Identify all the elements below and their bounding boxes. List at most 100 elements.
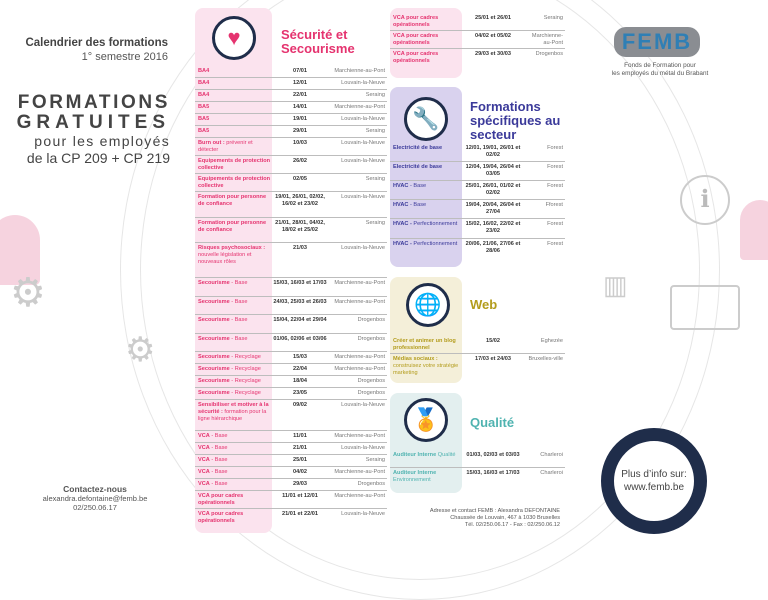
table-row: Secourisme - Base 15/03, 16/03 et 17/03 Ma… [195, 278, 387, 297]
course-sublabel: - Base [209, 433, 228, 439]
course-sublabel: Qualité [436, 452, 456, 458]
table-row: VCA - Base 04/02 Marchienne-au-Pont [195, 467, 387, 479]
course-name: Burn out : prévenir et détecter [195, 140, 272, 154]
course-location: Fforest [545, 202, 563, 208]
course-name: VCA pour cadres opérationnels [390, 51, 462, 66]
tools-icon: 🔧 [404, 97, 448, 141]
course-dates: 15/03, 16/03 et 17/03 [273, 280, 327, 286]
course-dates: 04/02 et 05/02 [474, 33, 512, 39]
course-location: Seraing [365, 128, 385, 134]
table-row: VCA - Base 21/01 Louvain-la-Neuve [195, 443, 387, 455]
course-label: BA4 [198, 80, 210, 86]
course-location: Marchienne-au-Pont [334, 366, 385, 372]
course-label: VCA [198, 433, 210, 439]
course-name: HVAC - Base [390, 183, 462, 198]
course-sublabel: - Base [408, 183, 427, 189]
address: Adresse et contact FEMB : Alexandra DEFO… [430, 508, 560, 529]
course-label: VCA pour cadres opérationnels [198, 511, 244, 524]
course-label: Formation pour personne de confiance [198, 220, 267, 233]
course-name: VCA - Base [195, 433, 272, 441]
course-location: Louvain-la-Neuve [341, 140, 385, 146]
course-dates: 29/01 [293, 128, 307, 134]
semester: 1° semestre 2016 [81, 51, 168, 63]
course-location: Marchienne-au-Pont [334, 354, 385, 360]
table-row: Electricité de base 12/01, 19/01, 26/01 e… [390, 143, 565, 162]
course-label: HVAC [393, 202, 409, 208]
course-sublabel: - Recyclage [229, 354, 261, 360]
course-location: Forest [547, 241, 563, 247]
contact-phone: 02/250.06.17 [73, 503, 117, 512]
course-sublabel: - Base [209, 445, 228, 451]
course-label: Electricité de base [393, 145, 443, 151]
course-dates: 29/03 [293, 481, 307, 487]
course-dates: 09/02 [293, 402, 307, 408]
course-dates: 19/01 [293, 116, 307, 122]
course-location: Drogenbos [357, 378, 385, 384]
table-row: Secourisme - Recyclage 23/05 Drogenbos [195, 388, 387, 400]
course-dates: 02/05 [293, 176, 307, 182]
course-name: Secourisme - Base [195, 336, 272, 350]
course-name: BA4 [195, 68, 272, 76]
course-label: HVAC - [393, 221, 412, 227]
course-label: Sensibiliser et motiver à la sécurité : [198, 402, 269, 415]
course-label: VCA pour cadres opérationnels [393, 15, 439, 28]
table-row: HVAC - Perfectionnement 15/02, 16/02, 22/… [390, 219, 565, 239]
course-label: Secourisme [198, 280, 230, 286]
course-name: Secourisme - Base [195, 299, 272, 313]
course-name: Sensibiliser et motiver à la sécurité : … [195, 402, 272, 429]
course-sublabel: - Base [229, 336, 248, 342]
course-label: Burn out : [198, 140, 225, 146]
course-dates: 15/02, 16/02, 22/02 et 23/02 [465, 221, 521, 234]
qualite-title: Qualité [470, 415, 515, 430]
more-info-url[interactable]: www.femb.be [623, 482, 685, 493]
more-info-badge[interactable]: Plus d’info sur: www.femb.be [601, 428, 707, 534]
table-row: Secourisme - Base 01/06, 02/06 et 03/06 Dr… [195, 334, 387, 352]
table-row: VCA pour cadres opérationnels 25/01 et 26… [390, 13, 565, 31]
table-row: VCA - Base 25/01 Seraing [195, 455, 387, 467]
course-location: Seraing [365, 92, 385, 98]
course-name: Risques psychosociaux : nouvelle législa… [195, 245, 272, 276]
course-label: Secourisme [198, 299, 230, 305]
caption-line: Fonds de Formation pour [624, 62, 696, 69]
address-line: Adresse et contact FEMB : Alexandra DEFO… [429, 508, 560, 514]
course-label: Equipements de protection collective [198, 176, 271, 189]
table-row: VCA pour cadres opérationnels 04/02 et 05… [390, 31, 565, 49]
course-name: VCA - Base [195, 445, 272, 453]
course-name: Secourisme - Recyclage [195, 390, 272, 398]
course-label: BA4 [198, 68, 210, 74]
course-location: Charleroi [540, 452, 563, 458]
caption-line: les employés du métal du Brabant [611, 70, 709, 77]
course-name: VCA - Base [195, 481, 272, 489]
course-name: Secourisme - Base [195, 317, 272, 332]
course-location: Marchienne-au-Pont [334, 469, 385, 475]
course-name: Formation pour personne de confiance [195, 220, 272, 241]
table-row: Sensibiliser et motiver à la sécurité : … [195, 400, 387, 431]
course-dates: 25/01 [293, 457, 307, 463]
address-line: Chaussée de Louvain, 467 à 1030 Bruxelle… [450, 515, 560, 521]
course-name: Secourisme - Recyclage [195, 354, 272, 362]
gear-icon: ⚙ [125, 331, 156, 369]
secteur-table: Electricité de base 12/01, 19/01, 26/01 e… [390, 143, 565, 260]
person-illustration [740, 200, 768, 260]
course-name: BA5 [195, 116, 272, 124]
contact-email[interactable]: alexandra.defontaine@femb.be [42, 494, 148, 503]
table-row: Formation pour personne de confiance 19/0… [195, 192, 387, 218]
globe-icon: 🌐 [406, 283, 450, 327]
table-row: HVAC - Base 25/01, 26/01, 01/02 et 02/02 F… [390, 181, 565, 200]
table-row: HVAC - Base 19/04, 20/04, 26/04 et 27/04 F… [390, 200, 565, 219]
course-location: Louvain-la-Neuve [341, 194, 385, 200]
course-name: Secourisme - Recyclage [195, 378, 272, 386]
course-name: VCA pour cadres opérationnels [195, 511, 272, 527]
course-location: Marchienne-au-Pont [334, 280, 385, 286]
course-label: Risques psychosociaux : [198, 245, 266, 251]
table-row: BA4 07/01 Marchienne-au-Pont [195, 66, 387, 78]
table-row: BA5 14/01 Marchienne-au-Pont [195, 102, 387, 114]
course-dates: 29/03 et 30/03 [474, 51, 512, 57]
course-label: HVAC - [393, 241, 412, 247]
course-label: Secourisme [198, 390, 230, 396]
course-sublabel: - Base [229, 317, 248, 323]
course-location: Louvain-la-Neuve [341, 511, 385, 517]
table-row: Créer et animer un blog professionnel 15/… [390, 336, 565, 354]
course-location: Forest [547, 164, 563, 170]
table-row: Formation pour personne de confiance 21/0… [195, 218, 387, 243]
